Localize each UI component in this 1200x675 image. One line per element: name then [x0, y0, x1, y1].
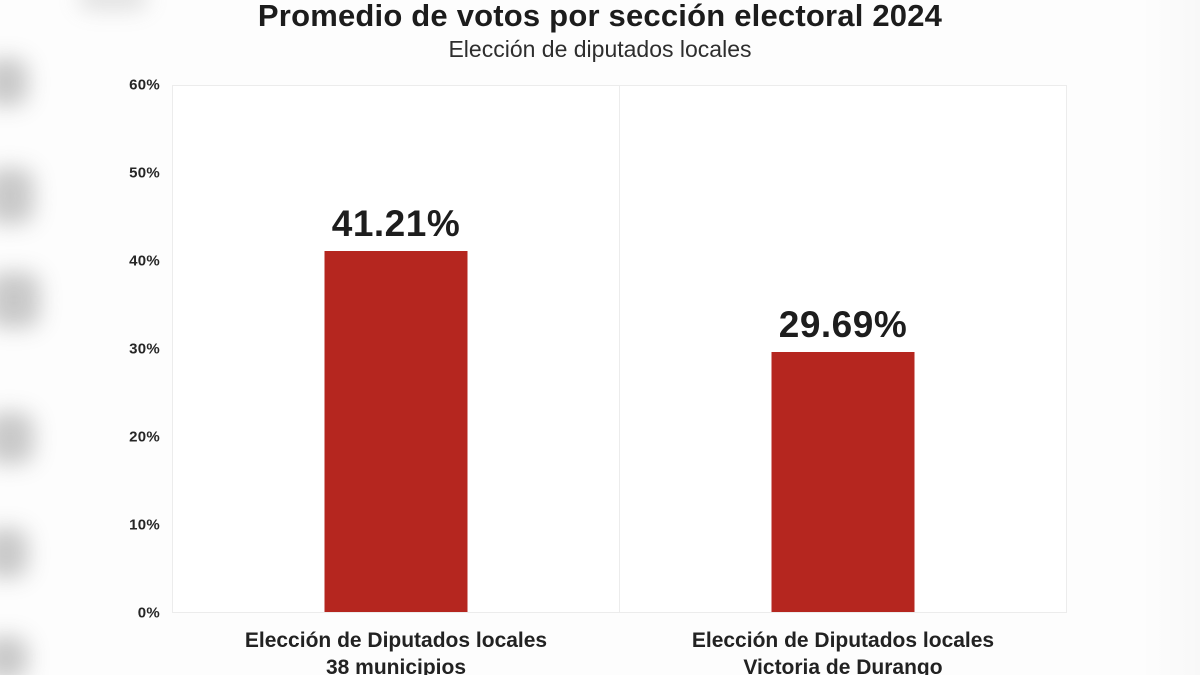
y-tick-60: 60% — [129, 76, 160, 94]
category-label-38-municipios: Elección de Diputados locales 38 municip… — [172, 627, 620, 675]
chart-subtitle: Elección de diputados locales — [448, 36, 752, 62]
blur-artifact — [0, 636, 28, 675]
value-label-victoria-de-durango: 29.69% — [778, 303, 908, 345]
category-line1: Elección de Diputados locales — [244, 629, 548, 652]
y-tick-50: 50% — [129, 164, 160, 182]
y-axis: 60% 50% 40% 30% 20% 10% 0% — [0, 77, 160, 622]
y-tick-0: 0% — [137, 604, 160, 622]
bar-38-municipios: 41.21% — [324, 203, 468, 612]
y-tick-10: 10% — [129, 516, 160, 534]
y-tick-30: 30% — [129, 340, 160, 358]
y-tick-40: 40% — [129, 252, 160, 270]
category-line2: Victoria de Durango — [743, 656, 943, 675]
blur-artifact — [1140, 0, 1200, 675]
category-label-victoria-de-durango: Elección de Diputados locales Victoria d… — [619, 627, 1067, 675]
chart-title: Promedio de votos por sección electoral … — [257, 0, 943, 33]
category-line1: Elección de Diputados locales — [691, 629, 995, 652]
bar-victoria-de-durango: 29.69% — [771, 304, 915, 612]
y-tick-20: 20% — [129, 428, 160, 446]
plot-panel-38-municipios: 41.21% — [172, 85, 620, 613]
plot-panel-victoria-de-durango: 29.69% — [619, 85, 1067, 613]
category-line2: 38 municipios — [325, 656, 467, 675]
value-label-38-municipios: 41.21% — [331, 202, 461, 244]
